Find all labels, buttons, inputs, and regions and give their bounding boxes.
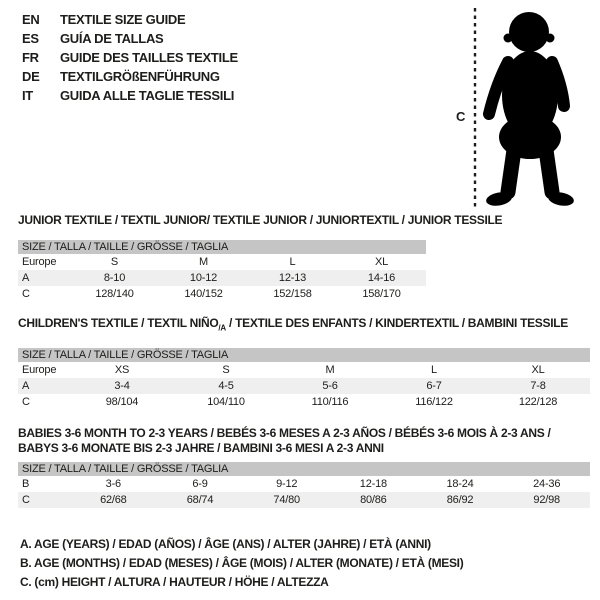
row-label: C xyxy=(22,288,30,300)
size-value: 8-10 xyxy=(103,272,126,284)
size-value: 80/86 xyxy=(360,494,387,506)
size-value: 128/140 xyxy=(95,288,134,300)
size-value: 86/92 xyxy=(446,494,474,506)
size-value: 152/158 xyxy=(273,288,312,300)
size-columns-row: Europe S M L XL xyxy=(18,254,426,270)
language-row: FR GUIDE DES TAILLES TEXTILE xyxy=(22,48,238,67)
children-title-prefix: CHILDREN'S TEXTILE / TEXTIL NIÑO xyxy=(18,316,219,330)
size-value: 5-6 xyxy=(322,380,338,393)
size-column-header: S xyxy=(222,364,230,377)
size-value: 3-6 xyxy=(105,478,122,490)
table-row-age: A 3-4 4-5 5-6 6-7 7-8 xyxy=(18,378,590,395)
language-row: DE TEXTILGRÖßENFÜHRUNG xyxy=(22,67,238,86)
size-value: 4-5 xyxy=(218,380,234,393)
language-row: EN TEXTILE SIZE GUIDE xyxy=(22,10,238,29)
children-section: CHILDREN'S TEXTILE / TEXTIL NIÑO/A / TEX… xyxy=(18,316,590,410)
size-value: 7-8 xyxy=(530,380,546,393)
height-figure: C xyxy=(440,0,600,215)
table-row-height: C 128/140 140/152 152/158 158/170 xyxy=(18,286,426,302)
row-label: B xyxy=(22,478,30,490)
toddler-silhouette-icon xyxy=(483,12,574,206)
size-header-bar: SIZE / TALLA / TAILLE / GRÖSSE / TAGLIA xyxy=(18,348,590,363)
language-code: FR xyxy=(22,50,39,65)
size-value: 9-12 xyxy=(276,478,298,490)
language-row: ES GUÍA DE TALLAS xyxy=(22,29,238,48)
language-code: IT xyxy=(22,88,33,103)
language-row: IT GUIDA ALLE TAGLIE TESSILI xyxy=(22,86,238,105)
size-value: 98/104 xyxy=(105,396,139,409)
size-value: 158/170 xyxy=(362,288,401,300)
size-value: 68/74 xyxy=(186,494,214,506)
size-value: 110/116 xyxy=(311,396,349,409)
children-section-title: CHILDREN'S TEXTILE / TEXTIL NIÑO/A / TEX… xyxy=(18,316,590,335)
size-value: 12-13 xyxy=(278,272,307,284)
size-value: 14-16 xyxy=(367,272,396,284)
size-column-header: M xyxy=(325,364,335,377)
size-value: 6-9 xyxy=(192,478,208,490)
babies-title-line1: BABIES 3-6 MONTH TO 2-3 YEARS / BEBÉS 3-… xyxy=(18,426,551,440)
table-row-age: A 8-10 10-12 12-13 14-16 xyxy=(18,270,426,286)
language-label: GUIDA ALLE TAGLIE TESSILI xyxy=(60,88,235,103)
size-value: 104/110 xyxy=(207,396,245,409)
size-value: 140/152 xyxy=(184,288,223,300)
size-value: 24-36 xyxy=(533,478,561,490)
language-list: EN TEXTILE SIZE GUIDE ES GUÍA DE TALLAS … xyxy=(22,10,238,105)
row-label: Europe xyxy=(22,364,57,377)
row-label: Europe xyxy=(22,256,57,268)
table-row-height: C 98/104 104/110 110/116 116/122 122/128 xyxy=(18,394,590,410)
size-column-header: L xyxy=(431,364,437,377)
language-label: TEXTILE SIZE GUIDE xyxy=(60,12,186,27)
babies-section: BABIES 3-6 MONTH TO 2-3 YEARS / BEBÉS 3-… xyxy=(18,426,590,508)
children-title-suffix: / TEXTILE DES ENFANTS / KINDERTEXTIL / B… xyxy=(226,316,568,330)
size-header-bar: SIZE / TALLA / TAILLE / GRÖSSE / TAGLIA xyxy=(18,462,590,476)
size-column-header: XL xyxy=(374,256,389,268)
legend-line-c: C. (cm) HEIGHT / ALTURA / HAUTEUR / HÖHE… xyxy=(20,575,329,589)
junior-section-title: JUNIOR TEXTILE / TEXTIL JUNIOR/ TEXTILE … xyxy=(18,213,503,227)
size-value: 122/128 xyxy=(518,396,558,409)
babies-title-line2: BABYS 3-6 MONATE BIS 2-3 JAHRE / BAMBINI… xyxy=(18,441,384,455)
language-label: GUÍA DE TALLAS xyxy=(60,31,164,46)
height-figure-svg: C xyxy=(456,8,574,208)
babies-section-title: BABIES 3-6 MONTH TO 2-3 YEARS / BEBÉS 3-… xyxy=(18,426,590,456)
size-value: 6-7 xyxy=(426,380,442,393)
legend-line-b: B. AGE (MONTHS) / EDAD (MESES) / ÂGE (MO… xyxy=(20,556,464,570)
size-header-bar: SIZE / TALLA / TAILLE / GRÖSSE / TAGLIA xyxy=(18,240,426,254)
language-code: ES xyxy=(22,31,39,46)
measurement-legend: A. AGE (YEARS) / EDAD (AÑOS) / ÂGE (ANS)… xyxy=(20,535,464,592)
legend-line-a: A. AGE (YEARS) / EDAD (AÑOS) / ÂGE (ANS)… xyxy=(20,537,431,551)
row-label: C xyxy=(22,396,30,409)
row-label: C xyxy=(22,494,30,506)
children-title-subscript: /A xyxy=(218,323,226,333)
language-label: GUIDE DES TAILLES TEXTILE xyxy=(60,50,238,65)
junior-section: JUNIOR TEXTILE / TEXTIL JUNIOR/ TEXTILE … xyxy=(18,213,503,302)
size-value: 116/122 xyxy=(415,396,453,409)
size-column-header: S xyxy=(110,256,119,268)
size-value: 92/98 xyxy=(533,494,560,506)
size-value: 74/80 xyxy=(273,494,300,506)
row-label: A xyxy=(22,380,30,393)
size-value: 62/68 xyxy=(100,494,127,506)
size-value: 18-24 xyxy=(446,478,474,490)
language-label: TEXTILGRÖßENFÜHRUNG xyxy=(60,69,220,84)
size-value: 10-12 xyxy=(189,272,218,284)
size-column-header: XL xyxy=(531,364,545,377)
size-column-header: M xyxy=(199,256,208,268)
row-label: A xyxy=(22,272,30,284)
size-column-header: XS xyxy=(114,364,130,377)
language-code: DE xyxy=(22,69,40,84)
measure-label-c: C xyxy=(456,109,466,124)
size-columns-row: Europe XS S M L XL xyxy=(18,362,590,378)
table-row-height: C 62/68 68/74 74/80 80/86 86/92 92/98 xyxy=(18,492,590,508)
table-row-age-months: B 3-6 6-9 9-12 12-18 18-24 24-36 xyxy=(18,476,590,492)
size-column-header: L xyxy=(289,256,296,268)
size-value: 3-4 xyxy=(114,380,130,393)
size-value: 12-18 xyxy=(359,478,387,490)
language-code: EN xyxy=(22,12,40,27)
